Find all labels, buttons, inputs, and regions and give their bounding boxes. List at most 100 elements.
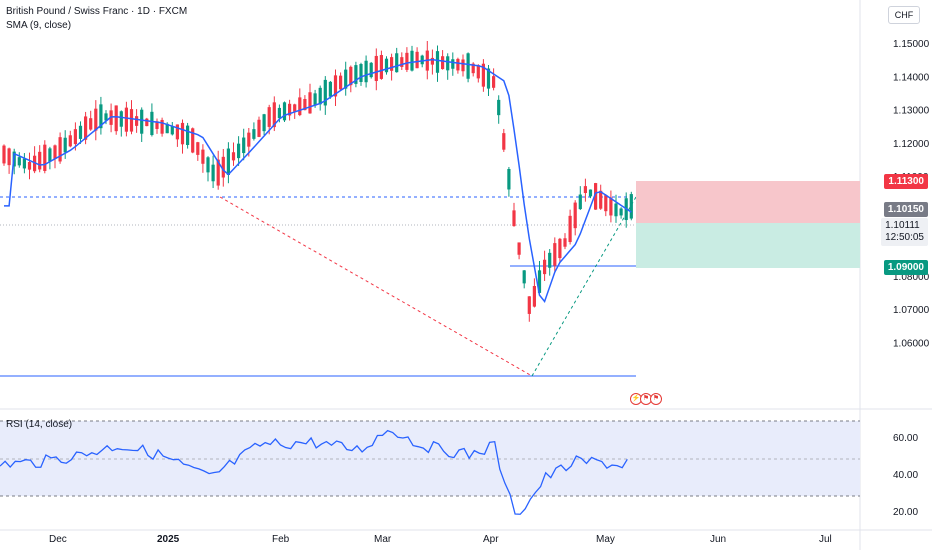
currency-badge[interactable]: CHF [888,6,920,24]
time-tick: 2025 [157,534,180,545]
bar-countdown: 12:50:05 [885,232,924,243]
stop-loss-zone [636,181,860,223]
rsi-tick: 20.00 [893,507,918,518]
candle-body [328,81,332,97]
rsi-line [0,429,628,515]
price-tick: 1.06000 [893,338,930,349]
candle-body [594,183,598,210]
candle-body [568,215,572,243]
price-tick: 1.13000 [893,106,930,117]
candle-body [384,58,389,73]
candle-body [58,137,62,162]
candle-body [583,186,587,194]
candle-body [170,126,174,135]
candle-body [226,148,230,175]
candle-body [527,296,531,314]
candle-body [323,79,327,106]
candle-body [135,116,139,126]
sma-legend[interactable]: SMA (9, close) [6,20,72,31]
candle-body [349,66,353,86]
candle-body [114,105,118,132]
candle-body [211,164,215,182]
candle-body [573,202,577,229]
candle-body [400,57,404,67]
candle-body [247,132,251,147]
candle-body [379,55,383,79]
candle-body [221,156,225,178]
candle-body [7,148,11,166]
candle-body [614,203,618,217]
candle-body [420,55,424,65]
candle-body [512,210,516,227]
candle-body [339,75,343,90]
candle-body [22,158,26,169]
candle-body [288,103,292,116]
candle-body [492,76,496,88]
candle-body [333,75,338,97]
candle-body [604,195,608,212]
candle-body [267,107,271,127]
candle-body [155,121,159,129]
candle-body [619,208,623,216]
candle-body [186,125,190,146]
rsi-legend[interactable]: RSI (14, close) [6,419,73,430]
candle-body [486,68,491,89]
candle-body [104,113,108,121]
candle-body [140,109,144,134]
candle-body [63,137,67,153]
time-tick: Jun [710,534,726,545]
candle-body [548,252,552,268]
sma-line [4,58,632,304]
candle-body [277,107,281,119]
price-tick: 1.12000 [893,139,930,150]
candle-body [456,58,460,71]
candle-body [446,56,450,71]
candle-body [466,53,470,79]
candle-body [43,144,47,171]
flag-icon[interactable]: ⚑ [650,393,662,405]
candle-body [599,190,603,209]
candle-body [38,151,42,170]
candle-body [262,114,266,132]
candle-body [17,157,21,166]
candle-body [216,159,220,186]
stop-price-label: 1.11300 [884,174,928,189]
candle-body [303,98,307,111]
candle-body [257,119,261,137]
time-tick: Dec [49,534,67,545]
candle-body [507,168,511,190]
candle-body [563,238,567,247]
candle-body [497,99,501,116]
candle-body [53,145,57,159]
take-profit-zone [636,223,860,268]
candle-body [451,59,455,69]
candle-body [89,118,93,130]
candle-body [364,60,368,83]
candle-body [237,143,241,159]
candle-body [206,157,210,173]
candle-body [537,270,542,293]
candle-body [242,137,246,154]
candle-body [410,50,414,71]
symbol-title[interactable]: British Pound / Swiss Franc · 1D · FXCM [6,6,188,17]
candle-body [629,194,633,219]
trend-line-red [219,196,533,377]
candle-body [502,133,506,150]
time-tick: Feb [272,534,290,545]
price-tick: 1.08000 [893,272,930,283]
candle-body [558,238,562,259]
time-tick: Jul [819,534,832,545]
candle-body [160,119,164,134]
candle-body [517,242,521,255]
candle-body [252,129,256,139]
candle-body [430,57,434,65]
candle-body [145,118,149,127]
candle-body [191,128,195,153]
candle-body [522,270,526,284]
candle-body [395,53,399,73]
candle-body [94,108,98,131]
candle-body [298,97,302,116]
candle-body [150,111,154,136]
